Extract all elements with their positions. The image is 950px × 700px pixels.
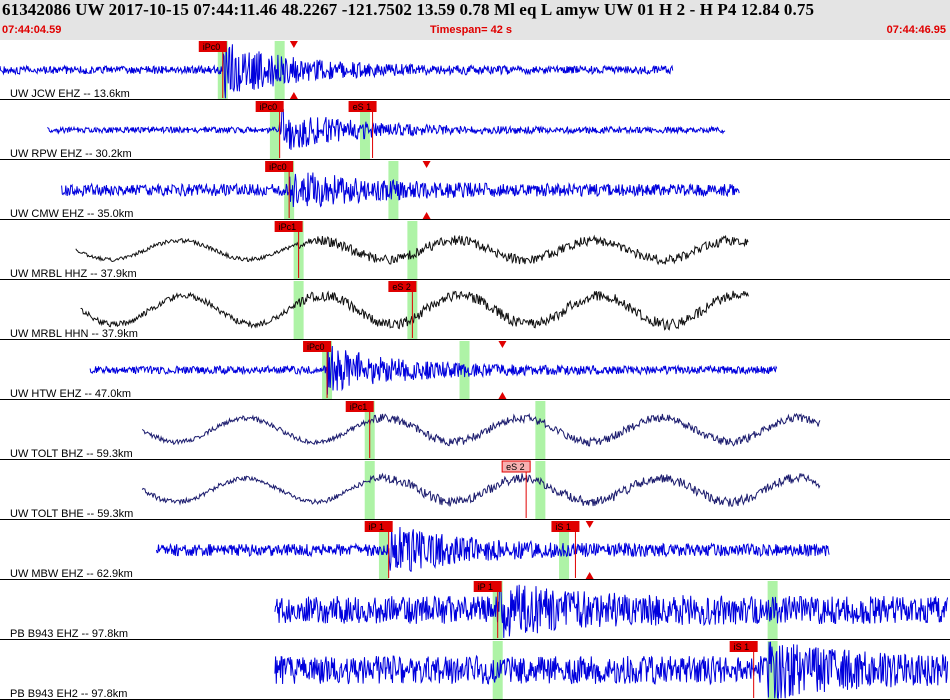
trace-row[interactable]: iP 1 PB B943 EHZ -- 97.8km	[0, 581, 950, 640]
station-label: UW RPW EHZ -- 30.2km	[10, 148, 132, 160]
pick-label-box[interactable]	[265, 161, 294, 172]
trace-row[interactable]: iS 1 PB B943 EH2 -- 97.8km	[0, 641, 950, 700]
trace-row[interactable]: iPc0 UW JCW EHZ -- 13.6km	[0, 41, 950, 100]
pick-label-box[interactable]	[388, 281, 417, 292]
pick-window	[559, 521, 570, 579]
pick-marker-top[interactable]	[498, 341, 507, 348]
pick-window	[767, 581, 778, 639]
waveform	[155, 526, 830, 572]
station-label: PB B943 EHZ -- 97.8km	[10, 628, 128, 640]
pick-window	[535, 401, 546, 459]
station-label: UW TOLT BHZ -- 59.3km	[10, 448, 133, 460]
pick-label: iS 1	[555, 522, 571, 532]
pick-label: iPc0	[203, 42, 221, 52]
pick-window	[388, 161, 399, 219]
station-label: UW TOLT BHE -- 59.3km	[10, 508, 133, 520]
pick-label: eS 1	[353, 102, 372, 112]
pick-window	[767, 641, 778, 699]
waveform	[89, 345, 778, 395]
pick-label: iPc0	[260, 102, 278, 112]
station-label: UW JCW EHZ -- 13.6km	[10, 88, 130, 100]
pick-label-box[interactable]	[255, 101, 284, 112]
pick-label-box[interactable]	[345, 401, 374, 412]
pick-label: eS 2	[506, 462, 525, 472]
pick-label: iP 1	[369, 522, 384, 532]
pick-window	[535, 461, 546, 519]
station-label: UW HTW EHZ -- 47.0km	[10, 388, 131, 400]
waveform	[274, 581, 949, 638]
waveform	[47, 107, 726, 150]
pick-marker-bottom[interactable]	[289, 92, 298, 99]
pick-label-box[interactable]	[473, 581, 502, 592]
pick-label: iP 1	[478, 582, 493, 592]
pick-label: iPc0	[307, 342, 325, 352]
timespan-readout: Timespan= 42 s	[430, 24, 513, 36]
pick-label: eS 2	[392, 282, 411, 292]
pick-marker-top[interactable]	[585, 521, 594, 528]
waveform	[141, 472, 821, 507]
trace-row[interactable]: iPc1 UW MRBL HHZ -- 37.9km	[0, 221, 950, 280]
trace-row[interactable]: eS 2 UW MRBL HHN -- 37.9km	[0, 281, 950, 340]
station-label: UW MRBL HHZ -- 37.9km	[10, 268, 137, 280]
station-label: UW MBW EHZ -- 62.9km	[10, 568, 133, 580]
pick-marker-top[interactable]	[289, 41, 298, 48]
event-header: 61342086 UW 2017-10-15 07:44:11.46 48.22…	[0, 0, 950, 40]
pick-marker-bottom[interactable]	[422, 212, 431, 219]
pick-label-box[interactable]	[729, 641, 758, 652]
waveform	[75, 234, 749, 266]
pick-label-box[interactable]	[198, 41, 227, 52]
station-label: UW CMW EHZ -- 35.0km	[10, 208, 133, 220]
waveform	[274, 641, 949, 700]
pick-label-box[interactable]	[364, 521, 393, 532]
pick-label-box[interactable]	[501, 460, 531, 473]
pick-window	[364, 461, 375, 519]
seismogram-panel[interactable]: iPc0 UW JCW EHZ -- 13.6km iPc0 eS 1 UW RPW E…	[0, 40, 950, 700]
pick-marker-bottom[interactable]	[498, 392, 507, 399]
pick-label: iPc0	[269, 162, 287, 172]
pick-window	[269, 101, 280, 159]
trace-row[interactable]: iPc0 UW HTW EHZ -- 47.0km	[0, 341, 950, 400]
trace-row[interactable]: eS 2 UW TOLT BHE -- 59.3km	[0, 460, 950, 520]
trace-row[interactable]: iPc0 eS 1 UW RPW EHZ -- 30.2km	[0, 101, 950, 160]
waveform	[61, 172, 740, 208]
pick-label-box[interactable]	[551, 521, 580, 532]
event-summary: 61342086 UW 2017-10-15 07:44:11.46 48.22…	[2, 0, 815, 19]
waveform	[0, 41, 674, 99]
pick-window	[293, 281, 304, 339]
waveform	[141, 412, 821, 447]
pick-marker-bottom[interactable]	[585, 572, 594, 579]
end-time: 07:44:46.95	[886, 24, 946, 36]
pick-label-box[interactable]	[274, 221, 303, 232]
pick-label: iPc1	[279, 222, 297, 232]
trace-row[interactable]: iP 1 iS 1 UW MBW EHZ -- 62.9km	[0, 521, 950, 580]
pick-label-box[interactable]	[348, 101, 377, 112]
pick-window	[407, 221, 418, 279]
pick-window	[274, 41, 285, 99]
station-label: PB B943 EH2 -- 97.8km	[10, 688, 127, 700]
pick-label: iPc1	[350, 402, 368, 412]
trace-row[interactable]: iPc0 UW CMW EHZ -- 35.0km	[0, 161, 950, 220]
trace-row[interactable]: iPc1 UW TOLT BHZ -- 59.3km	[0, 401, 950, 460]
station-label: UW MRBL HHN -- 37.9km	[10, 328, 138, 340]
pick-label-box[interactable]	[303, 341, 332, 352]
start-time: 07:44:04.59	[2, 24, 62, 36]
waveform	[80, 290, 749, 331]
pick-label: iS 1	[734, 642, 750, 652]
pick-marker-top[interactable]	[422, 161, 431, 168]
